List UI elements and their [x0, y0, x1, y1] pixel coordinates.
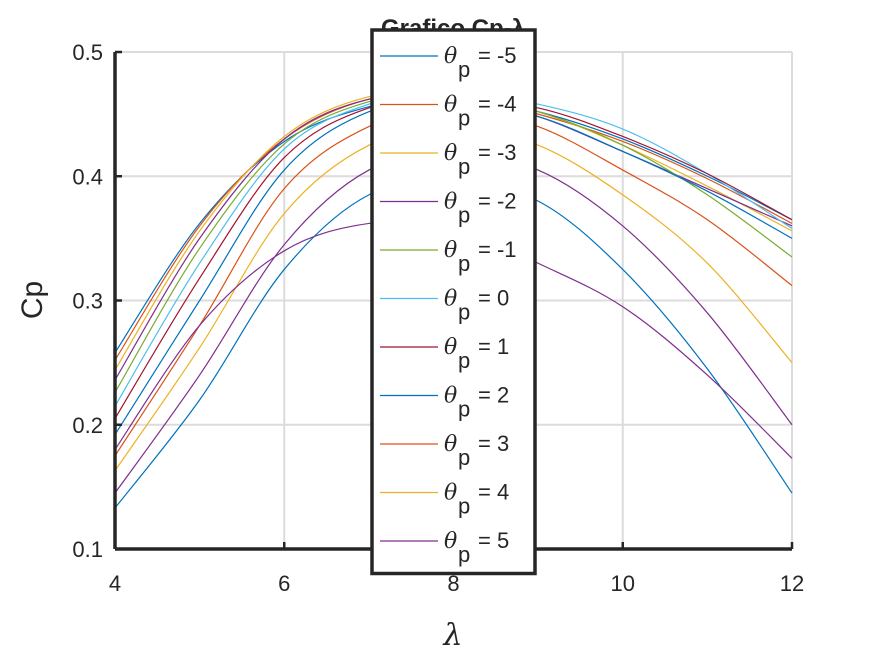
legend-box [370, 28, 537, 576]
legend-label: = 5 [478, 528, 509, 553]
legend-subscript: p [458, 106, 470, 131]
x-axis-label: λ [442, 618, 462, 653]
legend-entry: θp = -5 [444, 43, 517, 82]
legend-label: = 3 [478, 431, 509, 456]
legend-theta: θ [444, 44, 457, 69]
legend-theta: θ [444, 529, 457, 554]
legend-theta: θ [444, 481, 457, 506]
legend-subscript: p [458, 397, 470, 422]
legend-subscript: p [458, 348, 470, 373]
legend-subscript: p [458, 445, 470, 470]
legend-theta: θ [444, 93, 457, 118]
legend-entry: θp = 4 [444, 480, 509, 519]
legend-theta: θ [444, 141, 457, 166]
legend-subscript: p [458, 57, 470, 82]
legend-subscript: p [458, 494, 470, 519]
legend-label: = -2 [478, 189, 517, 214]
legend-label: = -4 [478, 92, 517, 117]
legend-entry: θp = -1 [444, 237, 517, 276]
y-tick-label: 0.4 [72, 164, 103, 189]
y-tick-label: 0.2 [72, 413, 103, 438]
y-tick-label: 0.5 [72, 40, 103, 65]
legend-subscript: p [458, 203, 470, 228]
x-tick-label: 12 [780, 571, 804, 596]
legend-subscript: p [458, 154, 470, 179]
legend-theta: θ [444, 335, 457, 360]
legend-label: = -5 [478, 43, 517, 68]
legend-subscript: p [458, 251, 470, 276]
legend: θp= -5θp= -4θp= -3θp= -2θp= -1θp= 0θp= 1… [370, 28, 537, 576]
y-axis-label: Cp [16, 281, 49, 319]
legend-entry: θp = 5 [444, 528, 509, 567]
legend-subscript: p [458, 300, 470, 325]
x-tick-label: 6 [278, 571, 290, 596]
legend-entry: θp = -2 [444, 189, 517, 228]
legend-theta: θ [444, 384, 457, 409]
legend-entry: θp = 2 [444, 383, 509, 422]
x-tick-label: 4 [109, 571, 121, 596]
x-tick-label: 8 [447, 571, 459, 596]
legend-label: = 1 [478, 334, 509, 359]
legend-entry: θp = -3 [444, 140, 517, 179]
legend-label: = 2 [478, 383, 509, 408]
legend-theta: θ [444, 432, 457, 457]
y-tick-label: 0.1 [72, 537, 103, 562]
x-tick-label: 10 [611, 571, 635, 596]
legend-entry: θp = 1 [444, 334, 509, 373]
legend-theta: θ [444, 190, 457, 215]
y-tick-label: 0.3 [72, 289, 103, 314]
legend-subscript: p [458, 542, 470, 567]
legend-label: = 0 [478, 286, 509, 311]
legend-theta: θ [444, 287, 457, 312]
tick-labels: 4 6 8 10 12 0.1 0.2 0.3 0.4 0.5 [72, 40, 804, 596]
legend-label: = 4 [478, 480, 509, 505]
legend-entry: θp = 3 [444, 431, 509, 470]
legend-entry: θp = -4 [444, 92, 517, 131]
legend-theta: θ [444, 238, 457, 263]
legend-label: = -1 [478, 237, 517, 262]
legend-entry: θp = 0 [444, 286, 509, 325]
legend-label: = -3 [478, 140, 517, 165]
